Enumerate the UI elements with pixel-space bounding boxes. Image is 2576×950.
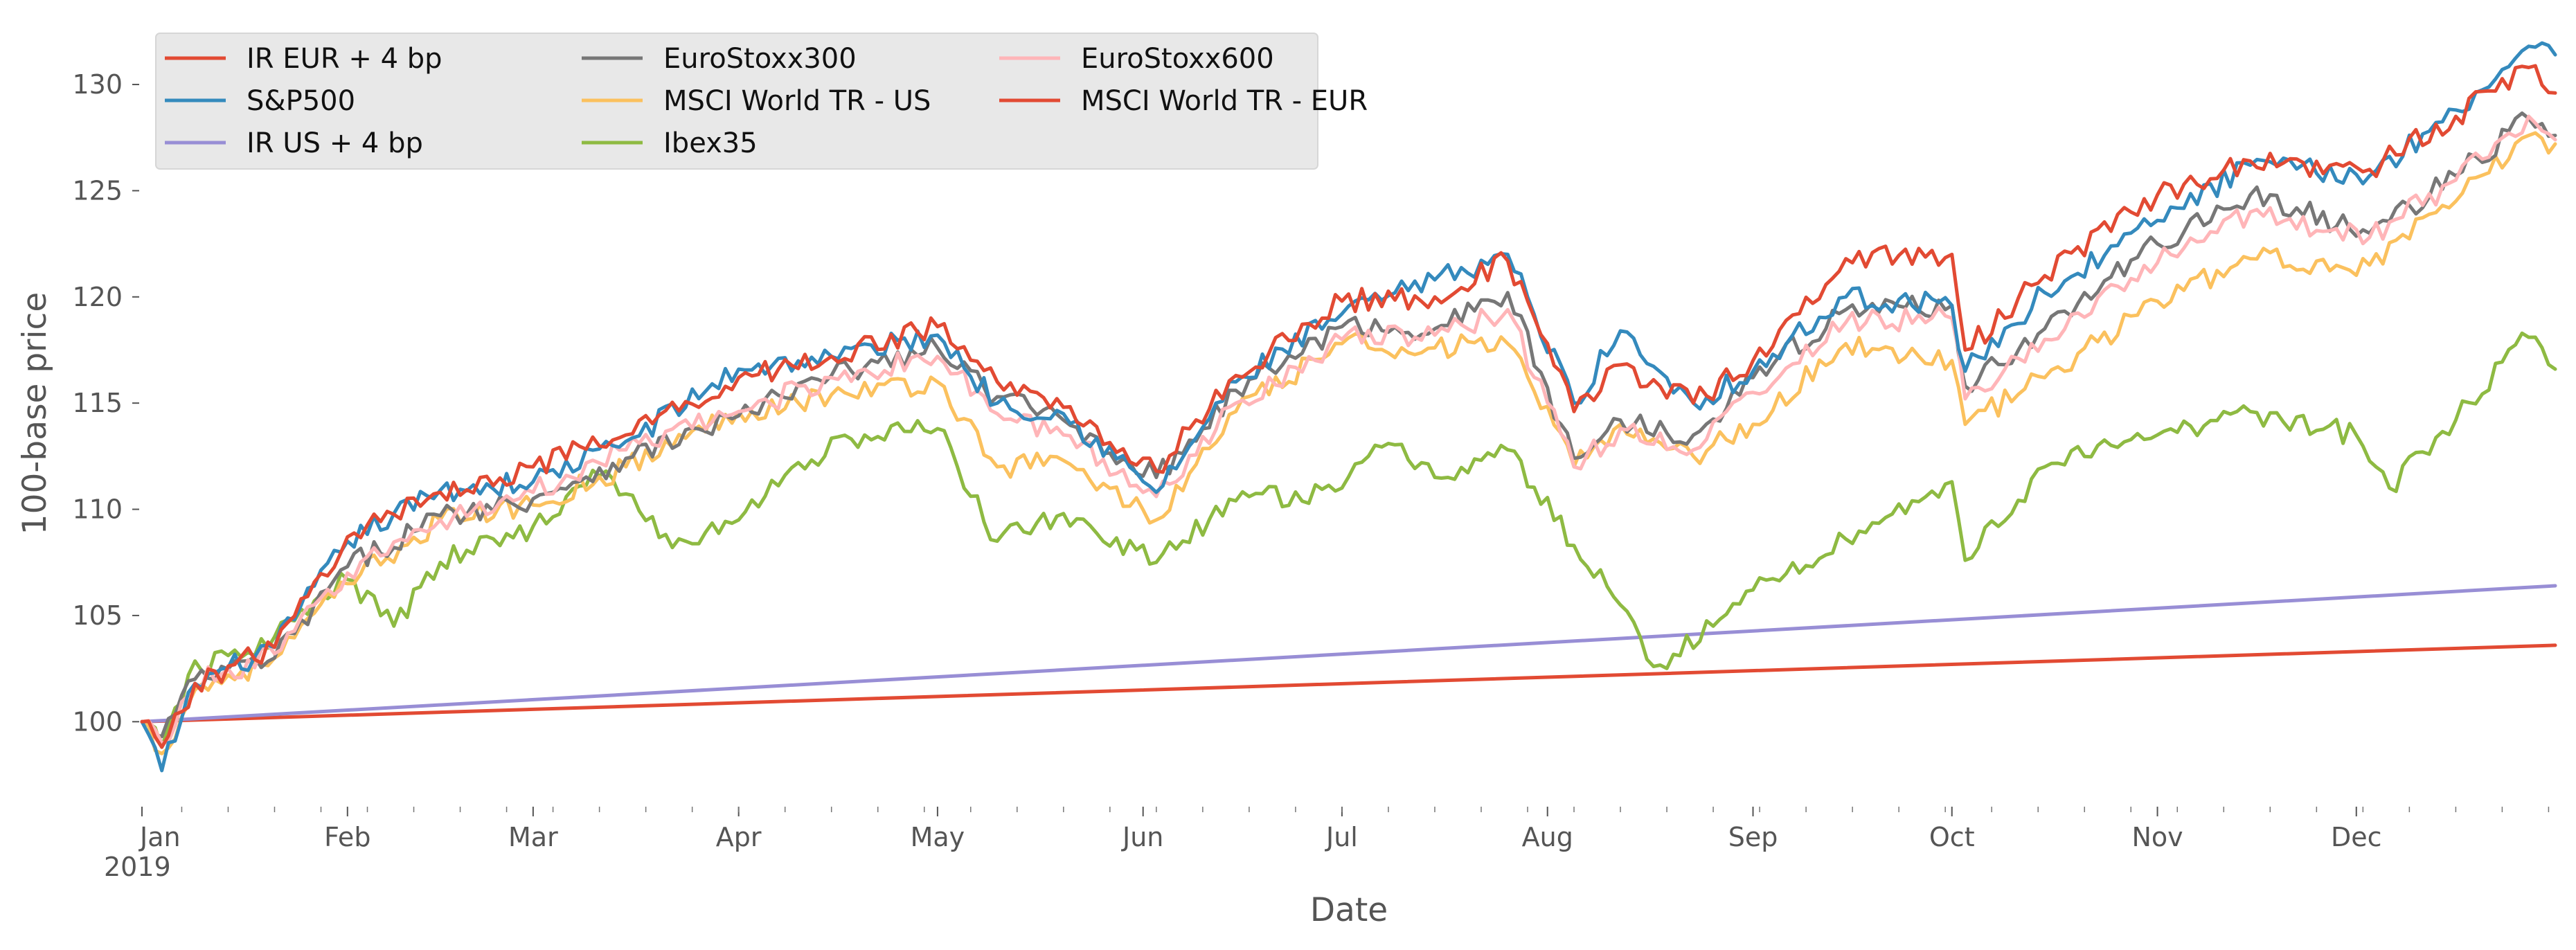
x-tick-label-1: Feb [324,822,370,852]
legend-label-0: IR EUR + 4 bp [247,43,442,75]
series-layer [140,41,2557,773]
y-axis-title: 100-base price [16,292,54,535]
x-tick-label-6: Jul [1325,822,1358,852]
x-tick-label-8: Sep [1728,822,1778,852]
x-tick-label-7: Aug [1522,822,1573,852]
x-tick-label-9: Oct [1929,822,1975,852]
x-tick-label-4: May [911,822,965,852]
legend-label-5: Ibex35 [663,127,758,159]
y-tick-label-0: 100 [72,706,123,737]
y-tick-label-5: 125 [72,175,123,206]
y-tick-label-6: 130 [72,69,123,100]
legend-box [155,33,1318,170]
y-axis: 100 105 110 115 120 125 130 [72,69,139,737]
x-tick-label-2: Mar [508,822,558,852]
series-line-2 [140,584,2557,724]
y-tick-label-3: 115 [72,388,123,418]
legend-label-4: MSCI World TR - US [663,85,931,117]
x-tick-label-5: Jun [1121,822,1163,852]
series-line-7 [140,64,2557,749]
x-tick-label-11: Dec [2331,822,2382,852]
x-tick-label-10: Nov [2131,822,2183,852]
y-tick-label-4: 120 [72,282,123,312]
legend-label-2: IR US + 4 bp [247,127,423,159]
series-line-5 [140,331,2557,749]
series-line-3 [140,111,2557,739]
series-line-4 [140,131,2557,755]
legend-label-6: EuroStoxx600 [1081,43,1274,75]
legend: IR EUR + 4 bp S&P500 IR US + 4 bp EuroStoxx… [155,33,1368,170]
x-tick-label-3: Apr [716,822,762,852]
x-tick-year-label: 2019 [104,852,171,882]
series-line-6 [140,114,2557,745]
legend-label-1: S&P500 [247,85,355,117]
series-line-0 [140,643,2557,724]
legend-label-7: MSCI World TR - EUR [1081,85,1368,117]
legend-label-3: EuroStoxx300 [663,43,857,75]
x-axis-title: Date [1310,891,1388,929]
x-tick-label-0: Jan [138,822,181,852]
y-tick-label-1: 105 [72,600,123,631]
y-tick-label-2: 110 [72,494,123,525]
